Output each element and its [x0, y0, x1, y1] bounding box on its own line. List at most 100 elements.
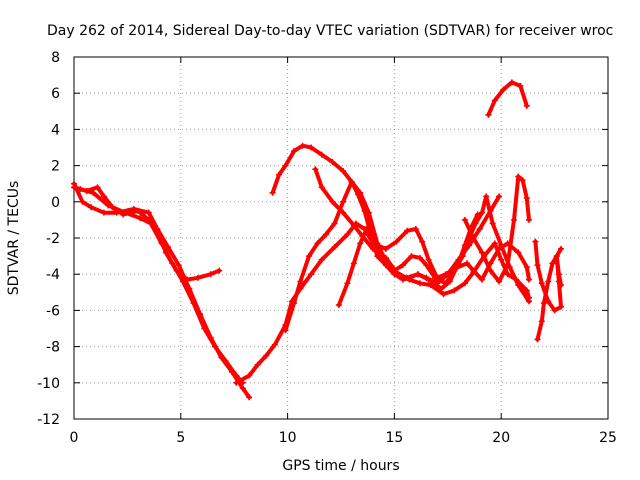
data-point-marker — [525, 294, 532, 301]
data-point-marker — [79, 198, 86, 205]
data-point-marker — [318, 256, 325, 263]
data-point-marker — [340, 198, 347, 205]
data-point-marker — [382, 254, 389, 261]
data-point-marker — [359, 233, 366, 240]
data-point-marker — [271, 341, 278, 348]
data-point-marker — [291, 148, 298, 155]
data-point-marker — [412, 225, 419, 232]
data-point-marker — [478, 249, 485, 256]
data-point-marker — [350, 260, 357, 267]
data-point-marker — [425, 276, 432, 283]
series-track-l — [534, 253, 565, 343]
data-point-marker — [523, 102, 530, 109]
series-track-j — [485, 79, 530, 118]
data-point-marker — [71, 184, 77, 191]
data-point-marker — [350, 222, 357, 229]
data-point-marker — [419, 238, 426, 245]
chart-title: Day 262 of 2014, Sidereal Day-to-day VTE… — [47, 23, 613, 39]
data-point-marker — [461, 216, 468, 223]
data-point-marker — [491, 97, 498, 104]
data-point-marker — [523, 195, 530, 202]
data-point-marker — [423, 262, 430, 269]
data-point-marker — [323, 231, 330, 238]
data-point-marker — [498, 256, 505, 263]
data-point-marker — [233, 379, 240, 386]
data-point-marker — [365, 209, 372, 216]
data-point-marker — [464, 260, 471, 267]
data-point-marker — [90, 189, 97, 196]
data-point-marker — [431, 274, 438, 281]
data-layer — [71, 79, 565, 401]
data-point-marker — [470, 269, 477, 276]
data-point-marker — [525, 276, 532, 283]
data-point-marker — [517, 82, 524, 89]
data-point-marker — [504, 271, 511, 278]
data-point-marker — [455, 260, 462, 267]
y-tick-label: -10 — [37, 376, 60, 392]
y-tick-label: 8 — [51, 50, 60, 66]
data-point-marker — [558, 282, 565, 289]
data-point-marker — [538, 280, 545, 287]
data-point-marker — [382, 245, 389, 252]
data-point-marker — [94, 184, 101, 191]
data-point-marker — [534, 336, 541, 343]
data-point-marker — [314, 240, 321, 247]
data-point-marker — [363, 225, 370, 232]
data-point-marker — [211, 343, 218, 350]
data-point-marker — [122, 209, 129, 216]
data-point-marker — [478, 209, 485, 216]
data-point-marker — [440, 291, 447, 298]
data-point-marker — [282, 162, 289, 169]
series-trace — [234, 221, 531, 385]
data-point-marker — [254, 361, 261, 368]
data-point-marker — [553, 253, 560, 260]
y-tick-label: -8 — [46, 340, 60, 356]
data-point-marker — [233, 372, 240, 379]
data-point-marker — [100, 193, 107, 200]
data-point-marker — [88, 204, 95, 211]
series-track-c — [77, 186, 246, 386]
data-point-marker — [500, 86, 507, 93]
data-point-marker — [417, 254, 424, 261]
data-point-marker — [201, 325, 208, 332]
x-tick-label: 15 — [385, 430, 403, 446]
data-point-marker — [145, 209, 152, 216]
data-point-marker — [515, 249, 522, 256]
data-point-marker — [318, 184, 325, 191]
x-tick-label: 5 — [176, 430, 185, 446]
y-tick-label: 4 — [51, 122, 60, 138]
data-point-marker — [425, 256, 432, 263]
data-point-marker — [207, 271, 214, 278]
data-point-marker — [269, 189, 276, 196]
data-point-marker — [498, 242, 505, 249]
series-track-b — [71, 184, 223, 283]
data-point-marker — [496, 193, 503, 200]
y-tick-label: 6 — [51, 86, 60, 102]
series-track-a — [71, 180, 253, 401]
data-point-marker — [417, 280, 424, 287]
data-point-marker — [169, 260, 176, 267]
data-point-marker — [335, 301, 342, 308]
data-point-marker — [135, 207, 142, 214]
data-point-marker — [105, 202, 112, 209]
x-axis-label: GPS time / hours — [282, 458, 399, 474]
data-point-marker — [291, 300, 298, 307]
data-point-marker — [184, 276, 191, 283]
data-point-marker — [523, 263, 530, 270]
data-point-marker — [340, 168, 347, 175]
data-point-marker — [158, 240, 165, 247]
data-point-marker — [504, 262, 511, 269]
x-tick-label: 25 — [599, 430, 617, 446]
data-point-marker — [555, 271, 562, 278]
data-point-marker — [414, 271, 421, 278]
data-point-marker — [340, 209, 347, 216]
data-point-marker — [461, 242, 468, 249]
y-tick-label: -4 — [46, 267, 60, 283]
y-tick-label: 0 — [51, 195, 60, 211]
data-point-marker — [308, 271, 315, 278]
data-point-marker — [77, 186, 84, 193]
data-point-marker — [551, 307, 558, 314]
series-trace — [78, 187, 245, 385]
x-tick-label: 10 — [279, 430, 297, 446]
